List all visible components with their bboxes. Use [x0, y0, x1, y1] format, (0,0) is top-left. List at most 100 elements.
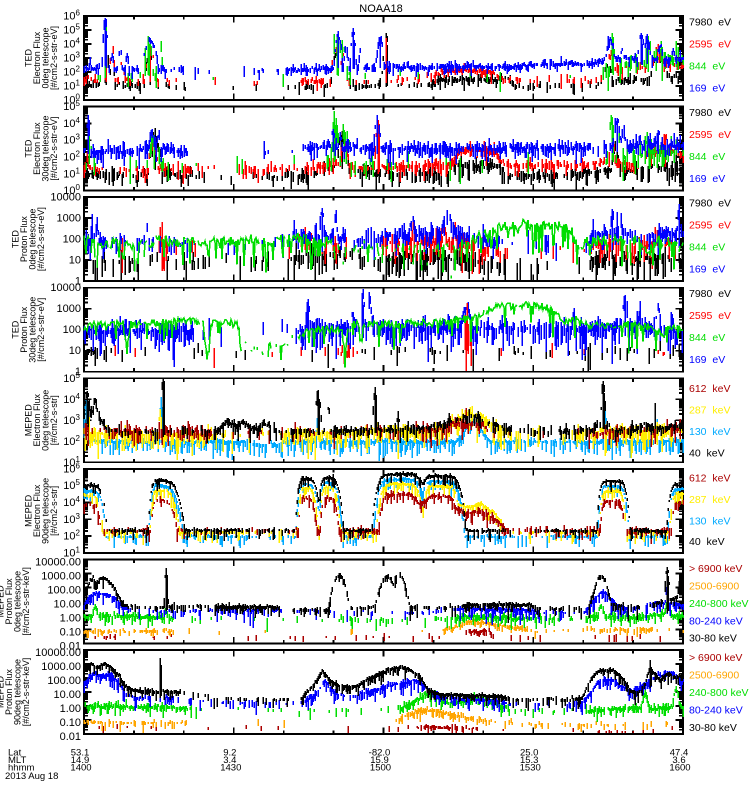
svg-text:[#/cm2-s-str-eV]: [#/cm2-s-str-eV]: [36, 298, 46, 362]
svg-text:MEPED: MEPED: [0, 675, 6, 708]
svg-text:> 6900 keV: > 6900 keV: [689, 652, 742, 664]
svg-text:40 keV: 40 keV: [689, 447, 725, 459]
svg-text:TED: TED: [11, 230, 21, 249]
svg-text:90deg telescope: 90deg telescope: [41, 478, 51, 544]
svg-text:47.4: 47.4: [670, 748, 689, 759]
svg-text:169 eV: 169 eV: [689, 264, 725, 276]
svg-text:1.00: 1.00: [60, 703, 81, 715]
svg-text:1530: 1530: [520, 763, 541, 774]
svg-text:287 keV: 287 keV: [689, 404, 730, 416]
svg-text:Electron Flux: Electron Flux: [32, 122, 42, 175]
svg-text:40 keV: 40 keV: [689, 536, 725, 548]
svg-text:0deg telescope: 0deg telescope: [28, 209, 38, 270]
svg-text:1000.00: 1000.00: [41, 570, 81, 582]
svg-text:130 keV: 130 keV: [689, 426, 730, 438]
svg-text:2500-6900: 2500-6900: [689, 670, 739, 682]
svg-text:MEPED: MEPED: [24, 404, 34, 437]
svg-text:2500-6900: 2500-6900: [689, 580, 739, 592]
svg-text:1000: 1000: [57, 303, 81, 315]
svg-text:MEPED: MEPED: [24, 494, 34, 527]
svg-text:Proton Flux: Proton Flux: [19, 306, 29, 353]
svg-text:10.00: 10.00: [53, 689, 81, 701]
svg-text:0.01: 0.01: [60, 640, 81, 652]
svg-text:hhmm: hhmm: [8, 763, 34, 774]
svg-text:10: 10: [69, 345, 81, 357]
svg-text:7980 eV: 7980 eV: [689, 198, 731, 210]
svg-text:100: 100: [63, 234, 81, 246]
svg-text:TED: TED: [11, 320, 21, 339]
svg-text:10000.00: 10000.00: [35, 647, 81, 659]
svg-text:100: 100: [63, 324, 81, 336]
svg-text:[#/cm2-s-str-keV]: [#/cm2-s-str-keV]: [21, 567, 31, 636]
svg-text:2595 eV: 2595 eV: [689, 39, 731, 51]
svg-text:3.6: 3.6: [672, 755, 685, 766]
svg-text:612 keV: 612 keV: [689, 383, 730, 395]
svg-text:1000.00: 1000.00: [41, 661, 81, 673]
svg-text:2595 eV: 2595 eV: [689, 220, 731, 232]
svg-text:0deg telescope: 0deg telescope: [41, 27, 51, 88]
svg-text:[#/cm2-s-str-eV]: [#/cm2-s-str-eV]: [36, 207, 46, 271]
svg-text:3.4: 3.4: [223, 755, 236, 766]
svg-text:25.0: 25.0: [520, 748, 539, 759]
svg-text:169 eV: 169 eV: [689, 354, 725, 366]
svg-text:10000: 10000: [50, 192, 81, 204]
svg-text:[#/cm2-s-str]: [#/cm2-s-str]: [49, 486, 59, 536]
svg-text:> 6900 keV: > 6900 keV: [689, 563, 742, 575]
svg-text:15.9: 15.9: [370, 755, 389, 766]
svg-text:844 eV: 844 eV: [689, 151, 725, 163]
svg-text:MLT: MLT: [8, 755, 26, 766]
svg-text:53.1: 53.1: [71, 748, 90, 759]
svg-text:Proton Flux: Proton Flux: [19, 216, 29, 263]
svg-text:Lat: Lat: [8, 748, 22, 759]
svg-text:Proton Flux: Proton Flux: [4, 668, 14, 715]
svg-text:287 keV: 287 keV: [689, 494, 730, 506]
svg-text:MEPED: MEPED: [0, 585, 6, 618]
svg-text:612 keV: 612 keV: [689, 472, 730, 484]
svg-text:7980 eV: 7980 eV: [689, 288, 731, 300]
svg-text:90deg telescope: 90deg telescope: [13, 659, 23, 725]
svg-text:Electron Flux: Electron Flux: [32, 31, 42, 84]
svg-text:Electron Flux: Electron Flux: [32, 484, 42, 537]
svg-text:Proton Flux: Proton Flux: [4, 578, 14, 625]
svg-text:1000: 1000: [57, 213, 81, 225]
svg-text:NOAA18: NOAA18: [359, 3, 402, 15]
svg-text:1430: 1430: [220, 763, 241, 774]
svg-text:[#/cm2-s-str-eV]: [#/cm2-s-str-eV]: [49, 26, 59, 90]
svg-text:30-80 keV: 30-80 keV: [689, 722, 737, 734]
svg-text:1500: 1500: [370, 763, 391, 774]
svg-text:240-800 keV: 240-800 keV: [689, 687, 749, 699]
svg-text:1600: 1600: [669, 763, 690, 774]
svg-text:844 eV: 844 eV: [689, 242, 725, 254]
svg-text:0deg telescope: 0deg telescope: [41, 390, 51, 451]
svg-text:30-80 keV: 30-80 keV: [689, 632, 737, 644]
svg-text:100.00: 100.00: [47, 675, 81, 687]
svg-text:80-240 keV: 80-240 keV: [689, 615, 743, 627]
svg-text:14.9: 14.9: [71, 755, 90, 766]
svg-text:15.3: 15.3: [520, 755, 539, 766]
svg-text:10000: 10000: [50, 282, 81, 294]
svg-text:[#/cm2-s-str-keV]: [#/cm2-s-str-keV]: [21, 658, 31, 727]
svg-text:2595 eV: 2595 eV: [689, 310, 731, 322]
svg-text:9.2: 9.2: [223, 748, 236, 759]
svg-text:2595 eV: 2595 eV: [689, 129, 731, 141]
svg-text:0.01: 0.01: [60, 731, 81, 743]
svg-text:1: 1: [75, 366, 81, 378]
svg-text:Electron Flux: Electron Flux: [32, 394, 42, 447]
svg-text:100.00: 100.00: [47, 584, 81, 596]
svg-text:[#/cm2-s-str]: [#/cm2-s-str]: [49, 395, 59, 445]
svg-text:844 eV: 844 eV: [689, 332, 725, 344]
svg-text:844 eV: 844 eV: [689, 61, 725, 73]
svg-text:240-800 keV: 240-800 keV: [689, 598, 749, 610]
svg-text:10: 10: [69, 255, 81, 267]
svg-text:2013 Aug 18: 2013 Aug 18: [5, 771, 58, 782]
svg-text:0.10: 0.10: [60, 717, 81, 729]
svg-text:80-240 keV: 80-240 keV: [689, 705, 743, 717]
svg-text:130 keV: 130 keV: [689, 515, 730, 527]
svg-text:1400: 1400: [70, 763, 91, 774]
svg-text:TED: TED: [24, 139, 34, 158]
svg-text:7980 eV: 7980 eV: [689, 107, 731, 119]
svg-text:[#/cm2-s-str-eV]: [#/cm2-s-str-eV]: [49, 117, 59, 181]
svg-text:169 eV: 169 eV: [689, 83, 725, 95]
svg-text:30deg telescope: 30deg telescope: [41, 116, 51, 182]
svg-text:7980 eV: 7980 eV: [689, 17, 731, 29]
